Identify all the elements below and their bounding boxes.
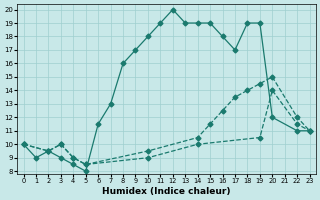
X-axis label: Humidex (Indice chaleur): Humidex (Indice chaleur) [102, 187, 231, 196]
